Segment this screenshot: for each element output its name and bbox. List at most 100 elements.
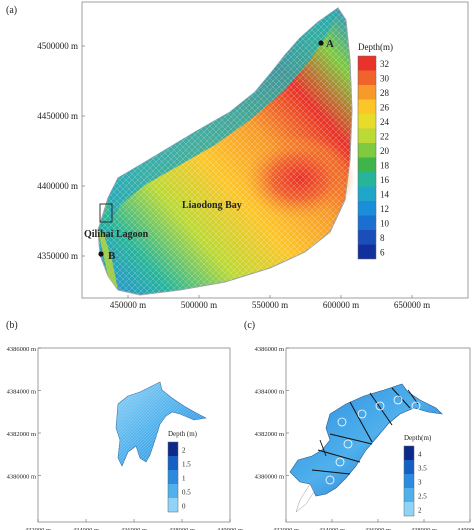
point-b-label: B [108, 250, 116, 262]
legend-value: 22 [380, 131, 389, 141]
legend-swatch [168, 498, 178, 512]
qilihai-lagoon-label: Qilihai Lagoon [84, 229, 149, 240]
legend-value: 0.5 [182, 489, 191, 497]
x-tick-label: 434000 m [319, 527, 345, 530]
point-b-marker [98, 251, 104, 257]
y-tick-label: 4382000 m [255, 431, 284, 438]
legend-swatch [168, 470, 178, 484]
legend-swatch [358, 70, 376, 85]
legend-value: 2.5 [418, 493, 427, 501]
x-tick-label: 438000 m [169, 527, 195, 530]
liaodong-bay-label: Liaodong Bay [182, 200, 242, 211]
x-tick-label: 434000 m [73, 527, 99, 530]
y-tick-label: 4386000 m [7, 346, 36, 353]
point-a-label: A [326, 38, 334, 50]
legend-swatch [358, 201, 376, 216]
legend-value: 14 [380, 189, 390, 199]
x-tick-label: 440000 m [217, 527, 243, 530]
y-tick-label: 4350000 m [37, 251, 78, 261]
legend-swatch [168, 456, 178, 470]
legend-value: 26 [380, 102, 390, 112]
x-tick-label: 500000 m [181, 300, 217, 310]
legend-swatch [168, 442, 178, 456]
panel-b-legend: 2 1.5 1 0.5 0 [167, 441, 191, 513]
legend-swatch [358, 128, 376, 143]
x-tick-label: 432000 m [273, 527, 299, 530]
panel-c-y-axis: 4386000 m 4384000 m 4382000 m 4380000 m [255, 346, 289, 481]
legend-value: 4 [418, 451, 422, 459]
y-tick-label: 4380000 m [255, 474, 284, 481]
legend-value: 32 [380, 59, 389, 69]
panel-c-x-axis: 432000 m 434000 m 436000 m 438000 m 440000 m [273, 519, 474, 530]
legend-value: 30 [380, 73, 390, 83]
panel-b-legend-title: Depth (m) [168, 430, 198, 438]
panel-b-label: (b) [6, 320, 18, 331]
x-tick-label: 436000 m [121, 527, 147, 530]
panel-b-lagoon-mesh [115, 381, 207, 467]
legend-swatch [168, 484, 178, 498]
x-tick-label: 436000 m [365, 527, 391, 530]
legend-value: 2 [418, 507, 422, 515]
legend-swatch [404, 446, 414, 460]
x-tick-label: 432000 m [25, 527, 51, 530]
legend-value: 0 [182, 503, 186, 511]
y-tick-label: 4382000 m [7, 431, 36, 438]
x-tick-label: 440000 m [457, 527, 474, 530]
lagoon-box [99, 203, 113, 223]
legend-border [403, 445, 415, 517]
legend-value: 24 [380, 117, 390, 127]
legend-swatch [358, 215, 376, 230]
legend-swatch [404, 474, 414, 488]
legend-value: 12 [380, 204, 389, 214]
panel-c-legend-title: Depth(m) [404, 434, 432, 442]
x-tick-label: 550000 m [252, 300, 288, 310]
x-tick-label: 600000 m [323, 300, 359, 310]
panel-a-label: (a) [6, 5, 17, 16]
legend-value: 10 [380, 218, 390, 228]
legend-value: 3.5 [418, 465, 427, 473]
y-tick-label: 4400000 m [37, 181, 78, 191]
legend-value: 20 [380, 146, 390, 156]
panel-c-lagoon-zones [289, 383, 443, 513]
x-tick-label: 450000 m [110, 300, 146, 310]
legend-swatch [404, 488, 414, 502]
y-tick-label: 4450000 m [37, 111, 78, 121]
panel-b-x-axis: 432000 m 434000 m 436000 m 438000 m 440000 m [25, 519, 243, 530]
legend-value: 18 [380, 160, 390, 170]
legend-swatch [404, 460, 414, 474]
legend-swatch [358, 99, 376, 114]
legend-swatch [358, 244, 376, 259]
legend-swatch [358, 186, 376, 201]
legend-value: 6 [380, 247, 385, 257]
panel-a-legend: 32 30 28 26 24 22 20 18 16 14 12 10 8 6 [357, 55, 390, 260]
legend-swatch [358, 114, 376, 129]
panel-a-x-axis: 450000 m 500000 m 550000 m 600000 m 650000 m [110, 295, 430, 310]
legend-border [167, 441, 179, 513]
legend-value: 8 [380, 233, 385, 243]
legend-value: 2 [182, 447, 186, 455]
legend-value: 1.5 [182, 461, 191, 469]
panel-c-label: (c) [244, 320, 255, 331]
liaodong-bay-depth-map [97, 7, 355, 296]
legend-swatch [358, 143, 376, 158]
y-tick-label: 4500000 m [37, 41, 78, 51]
legend-value: 28 [380, 88, 390, 98]
panel-a-legend-title: Depth(m) [358, 42, 393, 52]
panel-b-y-axis: 4386000 m 4384000 m 4382000 m 4380000 m [7, 346, 41, 481]
y-tick-label: 4384000 m [255, 389, 284, 396]
x-tick-label: 650000 m [394, 300, 430, 310]
legend-value: 16 [380, 175, 390, 185]
legend-swatch [404, 502, 414, 516]
legend-value: 3 [418, 479, 422, 487]
legend-swatch [358, 172, 376, 187]
y-tick-label: 4386000 m [255, 346, 284, 353]
y-tick-label: 4384000 m [7, 389, 36, 396]
legend-border [357, 55, 377, 260]
point-a-marker [318, 40, 324, 46]
legend-swatch [358, 157, 376, 172]
y-tick-label: 4380000 m [7, 474, 36, 481]
panel-a-y-axis: 4500000 m 4450000 m 4400000 m 4350000 m [37, 41, 85, 261]
x-tick-label: 438000 m [411, 527, 437, 530]
